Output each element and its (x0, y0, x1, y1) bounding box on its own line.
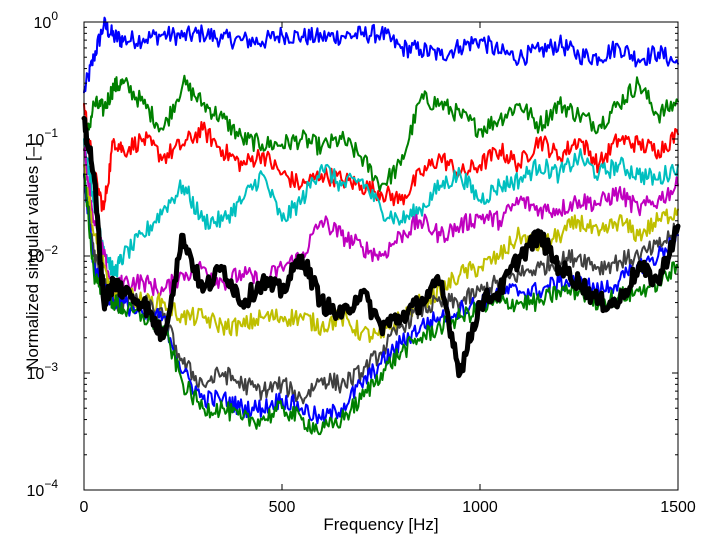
x-tick-label: 1000 (462, 499, 498, 516)
x-tick-label: 0 (80, 499, 89, 516)
series-line-10 (81, 115, 681, 379)
y-tick-label: 10−4 (27, 477, 59, 500)
x-axis-title: Frequency [Hz] (323, 515, 438, 534)
series-line-4 (83, 138, 679, 278)
series-line-5 (83, 146, 679, 298)
x-tick-label: 500 (269, 499, 296, 516)
axis-ticks (83, 21, 679, 491)
series-line-2 (83, 74, 679, 193)
series-line-1 (83, 16, 679, 94)
y-axis-title: Normalized singular values [–] (23, 142, 42, 370)
x-tick-label: 1500 (660, 499, 696, 516)
plot-area (81, 16, 681, 436)
series-line-3 (83, 102, 679, 212)
y-tick-label: 100 (34, 9, 59, 32)
